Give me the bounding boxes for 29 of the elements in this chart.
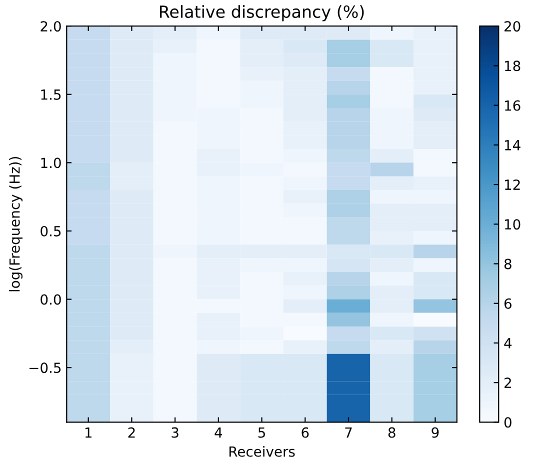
y-tick-label: 1.0 [41, 158, 61, 168]
x-tick-label: 6 [302, 427, 309, 438]
x-axis-title: Receivers [229, 446, 295, 457]
chart-title: Relative discrepancy (%) [160, 5, 364, 22]
x-tick-label: 2 [128, 427, 135, 438]
color-bar-label: 16 [505, 100, 520, 111]
color-bar-label: 18 [505, 60, 520, 72]
color-bar-label: 0 [504, 417, 512, 428]
color-bar-label: 14 [505, 140, 520, 150]
color-bar-label: 8 [504, 258, 512, 270]
y-tick-label: −0.5 [30, 362, 61, 374]
color-bar-label: 6 [504, 298, 512, 309]
x-tick-label: 3 [172, 427, 178, 438]
x-tick-label: 5 [258, 427, 265, 438]
color-bar-label: 2 [504, 378, 511, 388]
x-tick-label: 7 [345, 427, 352, 438]
x-tick-label: 9 [432, 427, 439, 438]
color-bar-label: 20 [504, 21, 520, 32]
y-tick-label: 2.0 [40, 21, 61, 32]
y-tick-label: 0.5 [40, 226, 61, 236]
color-bar-label: 10 [505, 219, 520, 230]
y-tick-label: 0.0 [40, 294, 61, 305]
x-tick-label: 4 [214, 427, 222, 438]
x-tick-label: 1 [85, 427, 92, 438]
x-tick-label: 8 [388, 427, 396, 438]
y-tick-label: 1.5 [41, 90, 61, 100]
color-bar-label: 12 [505, 180, 520, 190]
color-bar-label: 4 [504, 338, 512, 348]
y-axis-title: log(Frequency (Hz)) [9, 156, 23, 292]
